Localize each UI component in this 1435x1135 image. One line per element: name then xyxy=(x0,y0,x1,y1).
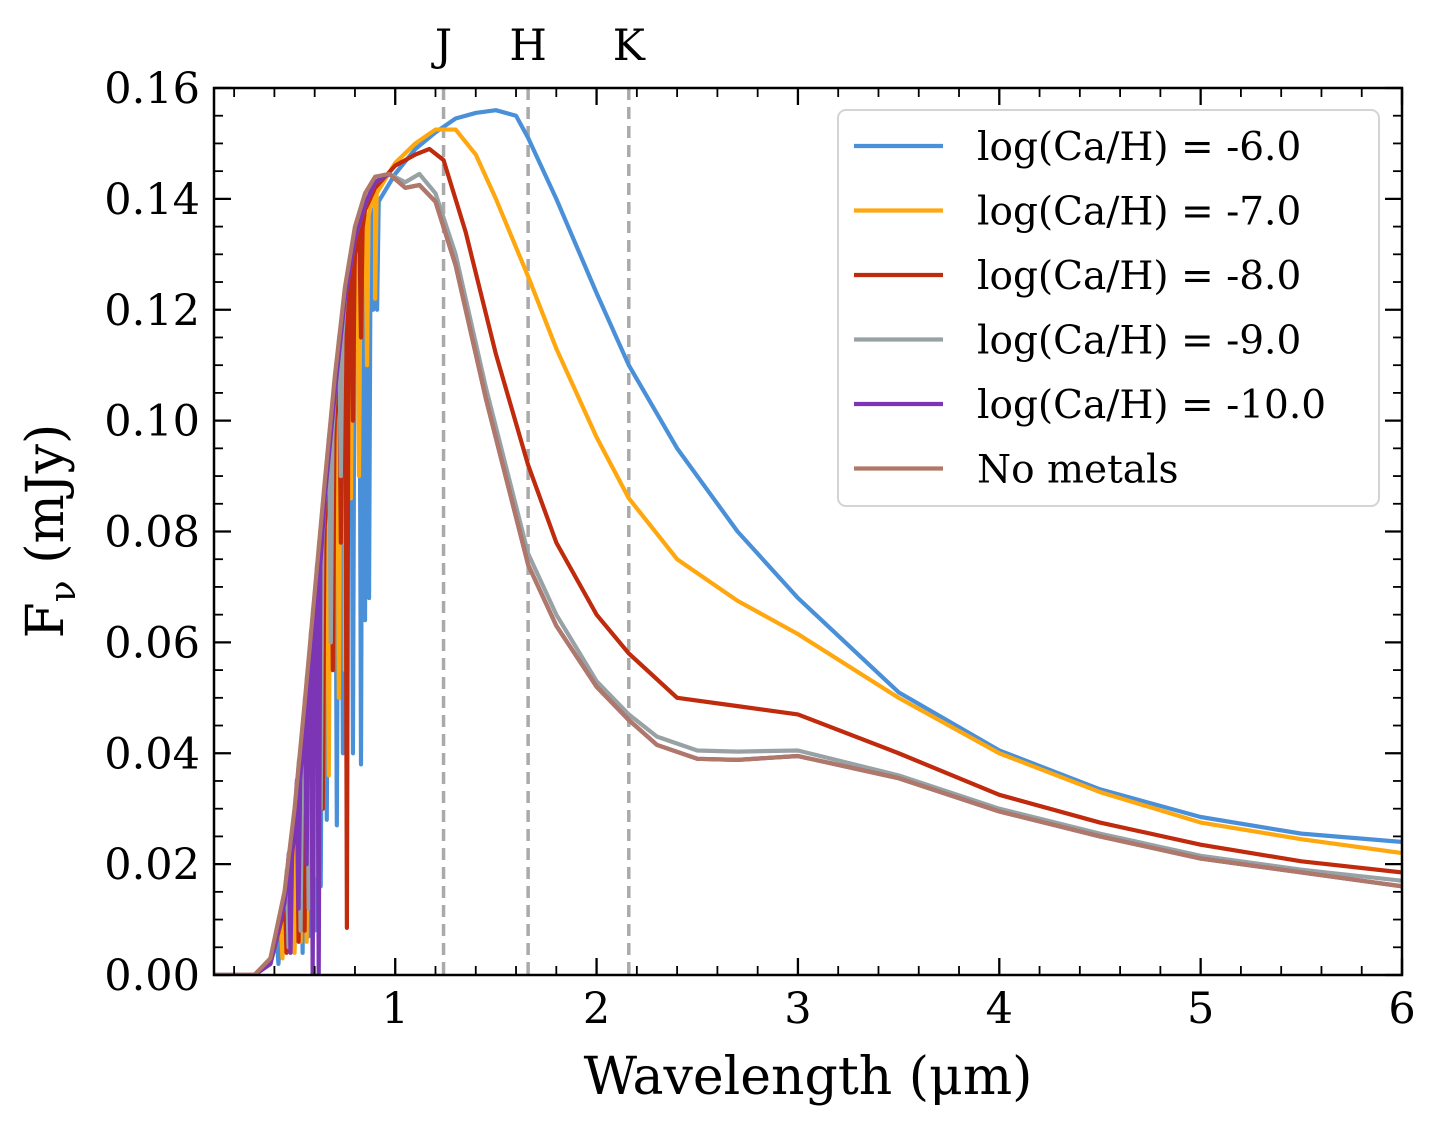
y-tick-label: 0.00 xyxy=(104,951,200,1001)
band-label-h: H xyxy=(509,21,547,71)
legend: log(Ca/H) = -6.0 log(Ca/H) = -7.0 log(Ca/H… xyxy=(837,109,1380,507)
legend-label-0: log(Ca/H) = -6.0 xyxy=(977,125,1301,170)
x-tick-label: 5 xyxy=(1187,984,1214,1034)
x-tick-label: 4 xyxy=(986,984,1013,1034)
legend-label-4: log(Ca/H) = -10.0 xyxy=(977,383,1326,428)
legend-label-5: No metals xyxy=(977,448,1178,493)
legend-label-3: log(Ca/H) = -9.0 xyxy=(977,319,1301,364)
y-tick-label: 0.06 xyxy=(104,618,200,668)
y-tick-label: 0.12 xyxy=(104,286,200,336)
y-axis-title-sub: ν xyxy=(43,580,84,602)
x-tick-label: 2 xyxy=(583,984,610,1034)
y-tick-label: 0.10 xyxy=(104,397,200,447)
y-tick-label: 0.08 xyxy=(104,508,200,558)
legend-label-1: log(Ca/H) = -7.0 xyxy=(977,190,1301,235)
y-axis-title-main: F xyxy=(16,602,76,638)
y-tick-label: 0.14 xyxy=(104,175,200,225)
band-label-j: J xyxy=(431,21,452,71)
legend-box xyxy=(837,109,1380,507)
y-axis-title: Fν (mJy) xyxy=(16,424,84,639)
legend-label-2: log(Ca/H) = -8.0 xyxy=(977,254,1301,299)
y-tick-label: 0.04 xyxy=(104,729,200,779)
x-axis-title: Wavelength (μm) xyxy=(584,1047,1033,1107)
y-tick-label: 0.16 xyxy=(104,64,200,114)
y-axis-title-unit: (mJy) xyxy=(16,424,76,581)
series-line-5 xyxy=(214,171,1402,975)
x-tick-label: 6 xyxy=(1388,984,1415,1034)
y-tick-label: 0.02 xyxy=(104,840,200,890)
series-lines xyxy=(214,108,1402,975)
axis-ticks: 1 2 3 4 5 6 0.00 0.02 0.04 0.06 0.08 0.10 0.12 0.14 0.… xyxy=(104,64,1415,1034)
band-label-k: K xyxy=(613,21,646,71)
x-tick-label: 1 xyxy=(382,984,409,1034)
x-tick-label: 3 xyxy=(784,984,811,1034)
